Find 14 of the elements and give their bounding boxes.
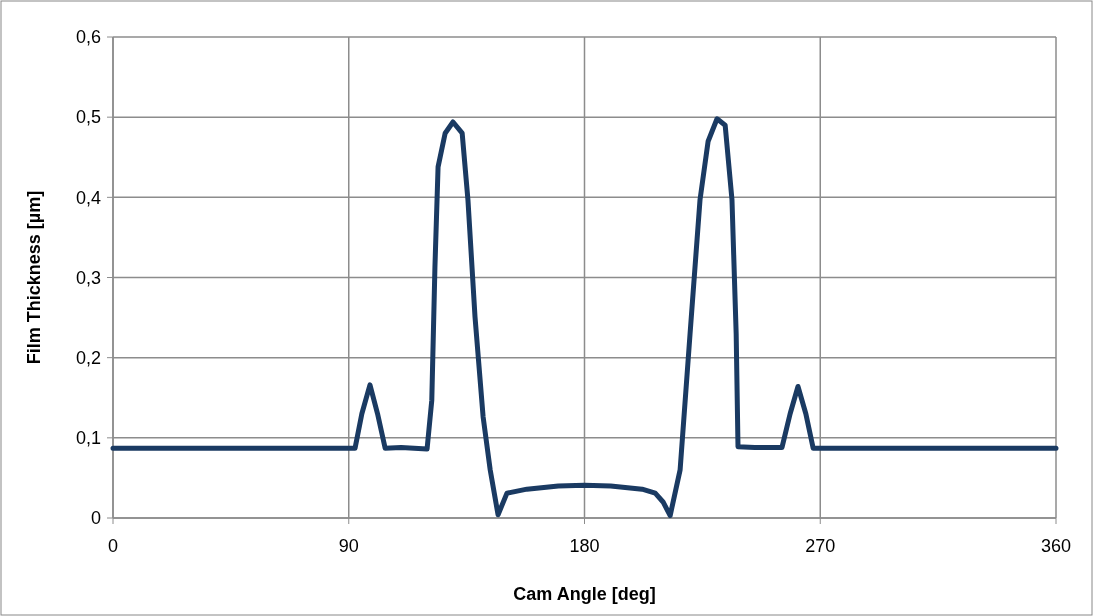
y-tick-label: 0,4 <box>75 187 101 208</box>
y-tick-label: 0,6 <box>75 27 101 48</box>
y-tick-label: 0,2 <box>75 347 101 368</box>
x-tick-label: 360 <box>1040 536 1072 557</box>
y-tick-label: 0 <box>90 508 101 529</box>
y-tick-label: 0,5 <box>75 107 101 128</box>
x-tick-label: 90 <box>338 536 359 557</box>
y-axis-title: Film Thickness [µm] <box>24 190 44 365</box>
x-tick-label: 0 <box>107 536 119 557</box>
x-axis-title: Cam Angle [deg] <box>513 584 656 604</box>
x-tick-label: 270 <box>805 536 836 557</box>
y-tick-label: 0,1 <box>75 428 101 449</box>
y-tick-label: 0,3 <box>75 267 101 288</box>
x-tick-label: 180 <box>569 536 600 557</box>
